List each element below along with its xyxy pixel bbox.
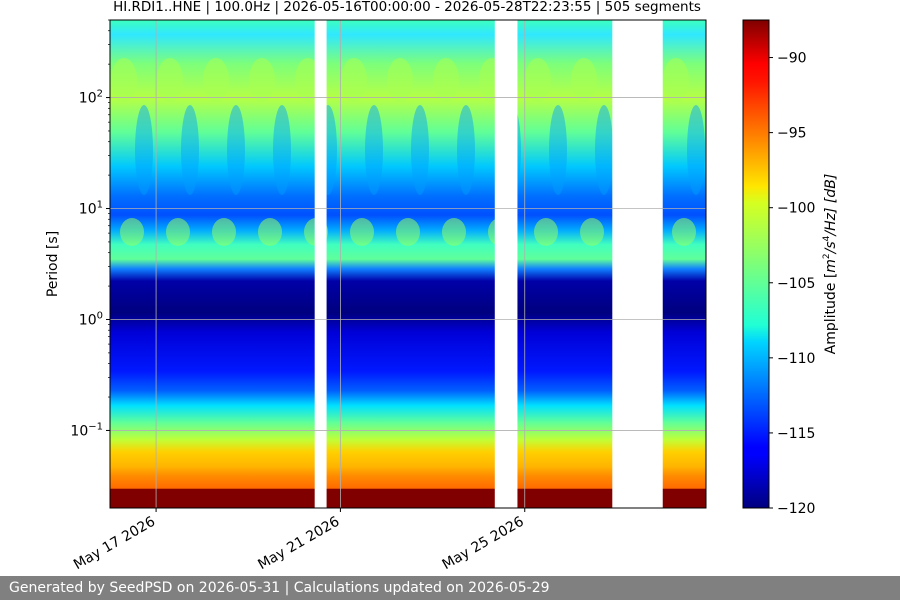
texture-blob	[433, 58, 459, 102]
colorbar-tick-label: −105	[777, 276, 815, 292]
texture-blob	[595, 105, 613, 195]
texture-blob	[387, 58, 413, 102]
texture-blob	[203, 58, 229, 102]
x-axis: May 17 2026 May 21 2026 May 25 2026	[71, 508, 527, 573]
y-axis-label: Period [s]	[45, 231, 61, 297]
texture-blob	[273, 105, 291, 195]
colorbar-tick-label: −115	[777, 426, 815, 442]
texture-blob	[663, 58, 689, 102]
spectrogram-image	[110, 20, 706, 508]
colorbar-ticks: −90 −95 −100 −105 −110 −115 −120	[769, 51, 815, 517]
data-gap	[314, 20, 327, 508]
texture-blob	[672, 218, 696, 246]
texture-blob	[212, 218, 236, 246]
texture-blob	[534, 218, 558, 246]
texture-blob	[580, 218, 604, 246]
y-tick-label: 102	[79, 89, 103, 107]
texture-blob	[341, 58, 367, 102]
texture-blob	[166, 218, 190, 246]
colorbar-tick-label: −120	[777, 501, 815, 517]
y-axis: 10−1 100 101 102	[70, 19, 110, 439]
texture-blob	[135, 105, 153, 195]
texture-blob	[249, 58, 275, 102]
y-tick-label: 100	[79, 310, 103, 328]
texture-blob	[525, 58, 551, 102]
colorbar-tick-label: −100	[777, 201, 815, 217]
data-gap	[494, 20, 518, 508]
texture-blob	[365, 105, 383, 195]
texture-blob	[258, 218, 282, 246]
texture-blob	[549, 105, 567, 195]
y-tick-label: 10−1	[70, 421, 103, 439]
data-gap	[612, 20, 663, 508]
colorbar-label: Amplitude [m2/s4/Hz] [dB]	[822, 174, 839, 355]
plot-area	[109, 19, 707, 509]
texture-blob	[396, 218, 420, 246]
plot-frame	[109, 19, 707, 509]
spectrogram-chart: HI.RDI1..HNE | 100.0Hz | 2026-05-16T00:0…	[45, 0, 839, 573]
texture-blob	[571, 58, 597, 102]
texture-blob	[457, 105, 475, 195]
texture-blob	[157, 58, 183, 102]
x-tick-label: May 21 2026	[255, 514, 342, 574]
texture-blob	[227, 105, 245, 195]
texture-blob	[181, 105, 199, 195]
texture-blob	[120, 218, 144, 246]
texture-blob	[350, 218, 374, 246]
texture-blob	[411, 105, 429, 195]
chart-title: HI.RDI1..HNE | 100.0Hz | 2026-05-16T00:0…	[113, 0, 701, 15]
y-tick-label: 101	[79, 200, 103, 218]
texture-blob	[295, 58, 321, 102]
x-tick-label: May 17 2026	[71, 514, 158, 574]
texture-blob	[442, 218, 466, 246]
footer-bar: Generated by SeedPSD on 2026-05-31 | Cal…	[0, 576, 900, 600]
colorbar-tick-label: −95	[777, 126, 807, 142]
colorbar-tick-label: −90	[777, 51, 807, 67]
colorbar	[742, 19, 770, 509]
texture-blob	[687, 105, 705, 195]
footer-text: Generated by SeedPSD on 2026-05-31 | Cal…	[9, 580, 550, 596]
colorbar-tick-label: −110	[777, 351, 815, 367]
x-tick-label: May 25 2026	[440, 514, 527, 574]
texture-blob	[111, 58, 137, 102]
